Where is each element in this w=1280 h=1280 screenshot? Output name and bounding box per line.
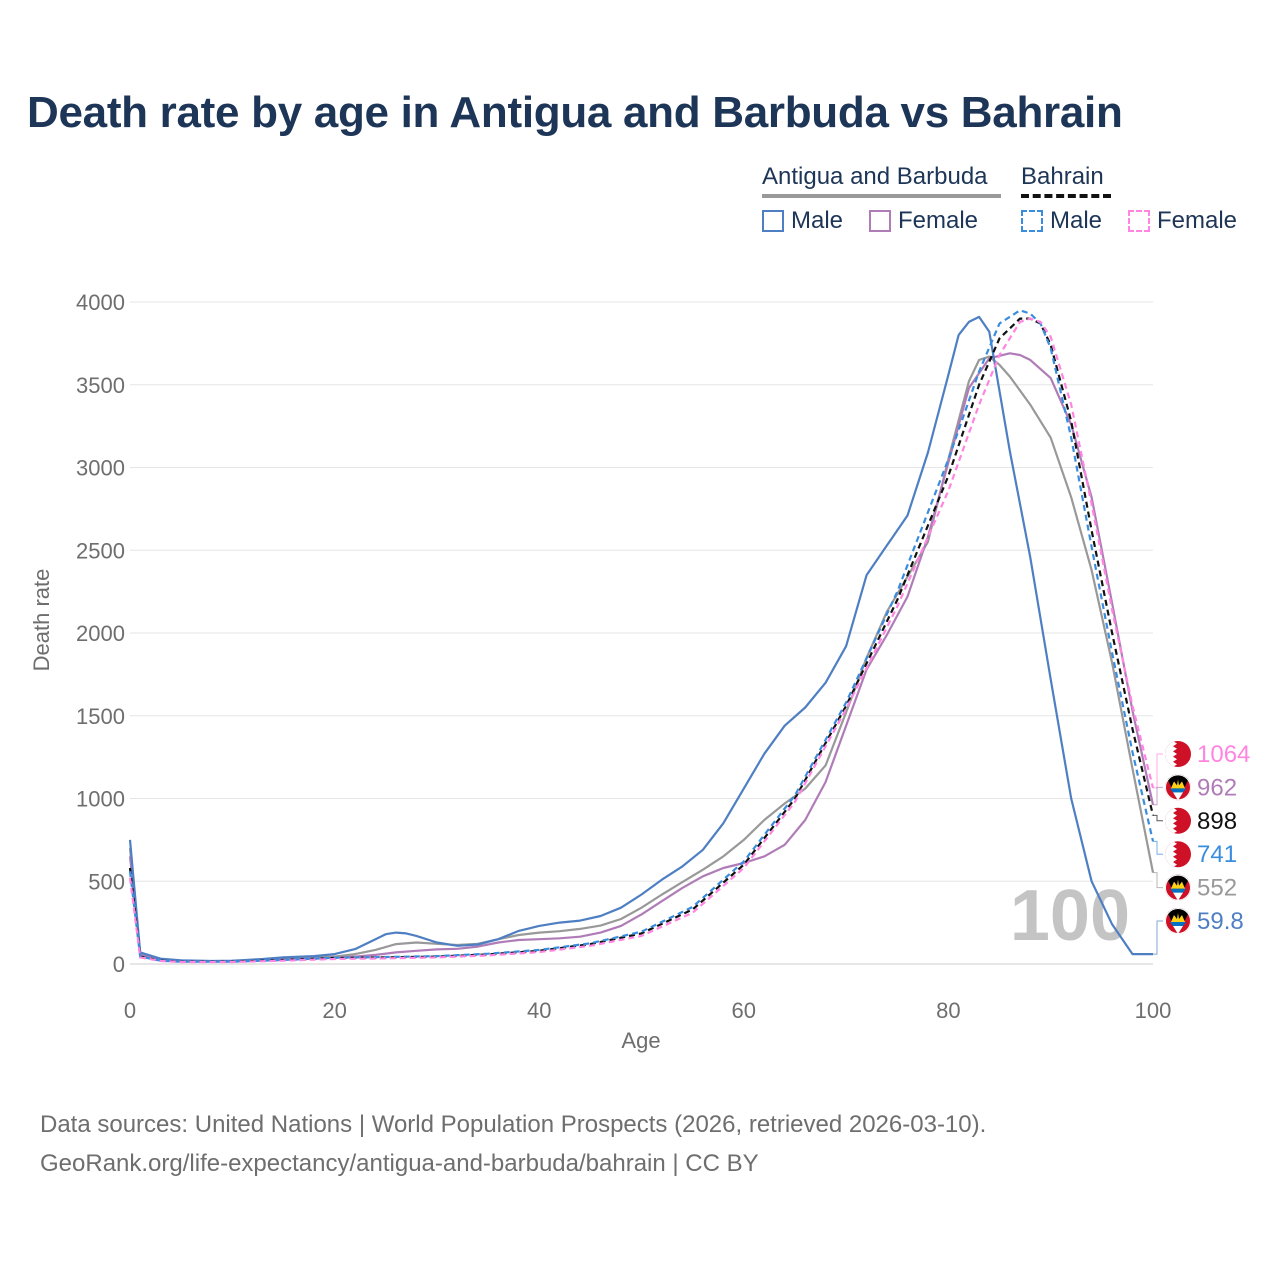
y-tick-label: 0 [113,952,125,977]
flag-ab [1165,908,1191,934]
line-ab_female [128,352,1155,963]
legend-swatch-antigua-female [869,210,891,232]
y-tick-label: 1000 [76,787,125,812]
x-tick-label: 40 [527,998,551,1023]
flag-antigua-body [1165,874,1191,901]
connector-bh_total [1153,814,1163,822]
legend-antigua-male[interactable]: Male [762,207,843,235]
x-tick-label: 60 [732,998,756,1023]
connector-bh_female [1153,753,1163,789]
connector-ab_female [1153,786,1163,806]
chart-area: 0 500 1000 1500 2000 2500 3000 3500 4000 0 20 40 60… [29,290,1250,1053]
y-tick-label: 2500 [76,538,125,563]
flag-ring [1165,774,1191,801]
y-tick-label: 1500 [76,704,125,729]
flag-antigua-blue [1170,922,1186,926]
legend-swatch-bahrain-male [1021,210,1043,232]
y-tick-label: 2000 [76,621,125,646]
chart-title: Death rate by age in Antigua and Barbuda… [27,88,1123,137]
flag-bahrain-white [1165,807,1177,834]
flag-bh [1165,741,1191,767]
year-watermark: 100 [1010,876,1130,956]
flag-antigua-blue [1170,888,1186,893]
line-ab_total [128,355,1155,963]
y-axis-label: Death rate [29,569,54,672]
legend-bahrain-female[interactable]: Female [1128,207,1237,235]
line-bh_female [128,317,1155,964]
y-tick-label: 3500 [76,373,125,398]
y-tick-label: 4000 [76,290,125,315]
legend-bahrain-male[interactable]: Male [1021,207,1102,235]
end-label-ab_female: 962 [1197,774,1237,801]
footer-source: Data sources: United Nations | World Pop… [40,1111,987,1138]
x-axis-ticks: 0 20 40 60 80 100 [124,998,1171,1023]
end-labels: 1064 962 898 741 552 59.8 [1153,741,1250,955]
flag-antigua-sun [1171,779,1185,789]
footer-link[interactable]: GeoRank.org/life-expectancy/antigua-and-… [40,1150,759,1177]
flag-bh [1165,841,1191,868]
legend-bahrain-line [1021,194,1111,198]
line-bh_total [128,317,1155,963]
gridlines [130,301,1153,965]
flag-antigua-sun [1171,879,1185,889]
footer: Data sources: United Nations | World Pop… [40,1105,986,1183]
legend-antigua-line [762,194,1001,198]
flag-antigua-white [1173,892,1183,901]
x-axis-label: Age [621,1028,660,1053]
flag-antigua-blue [1170,788,1186,793]
end-label-bh_female: 1064 [1197,741,1250,768]
series-lines [128,309,1155,964]
y-tick-label: 500 [88,869,125,894]
flag-bh [1165,807,1191,834]
flag-ab [1165,774,1191,801]
flag-ring [1165,874,1191,901]
end-label-ab_total: 552 [1197,875,1237,902]
flag-bahrain-white [1165,741,1177,767]
x-tick-label: 100 [1135,998,1172,1023]
legend-swatch-antigua-male [762,210,784,232]
legend-group-bahrain-label: Bahrain [1021,163,1104,190]
legend-antigua-female-label: Female [898,207,979,234]
connector-bh_male [1153,840,1163,855]
flag-bahrain-white [1165,841,1177,868]
legend-antigua-female[interactable]: Female [869,207,978,235]
end-label-bh_total: 898 [1197,808,1237,835]
flag-ring [1165,908,1191,934]
flag-antigua-white [1173,792,1183,801]
flag-antigua-sun [1171,913,1185,922]
legend-antigua-male-label: Male [791,207,844,234]
y-axis-ticks: 0 500 1000 1500 2000 2500 3000 3500 4000 [76,290,125,977]
x-tick-label: 80 [936,998,960,1023]
line-bh_male [128,309,1155,963]
line-ab_male [128,315,1153,963]
connector-ab_total [1153,872,1163,889]
legend-bahrain-male-label: Male [1050,207,1103,234]
x-tick-label: 0 [124,998,136,1023]
x-tick-label: 20 [322,998,346,1023]
flag-antigua-white [1173,926,1183,934]
end-label-bh_male: 741 [1197,841,1237,868]
y-tick-label: 3000 [76,456,125,481]
legend-group-antigua-label: Antigua and Barbuda [762,163,988,190]
flag-ab [1165,874,1191,901]
legend-bahrain-female-label: Female [1157,207,1238,234]
legend-swatch-bahrain-female [1128,210,1150,232]
connector-ab_male [1153,920,1163,955]
end-label-ab_male: 59.8 [1197,908,1244,935]
